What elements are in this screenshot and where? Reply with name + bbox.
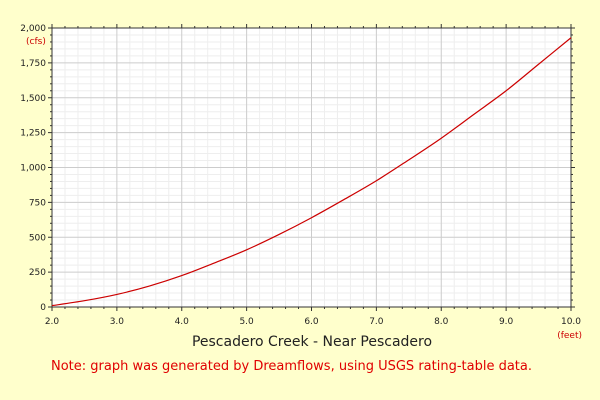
y-tick-label: 500 [29, 233, 46, 243]
y-tick-label: 1,750 [20, 59, 46, 69]
x-tick-label: 4.0 [175, 317, 190, 327]
y-tick-label: 750 [29, 198, 46, 208]
y-tick-label: 1,000 [20, 164, 46, 174]
major-grid [52, 28, 571, 307]
y-tick-label: 250 [29, 268, 46, 278]
y-tick-label: 1,250 [20, 129, 46, 139]
x-unit-label: (feet) [557, 331, 582, 341]
y-tick-label: 1,500 [20, 94, 46, 104]
x-tick-label: 5.0 [239, 317, 254, 327]
footnote: Note: graph was generated by Dreamflows,… [51, 359, 532, 374]
x-tick-label: 7.0 [369, 317, 384, 327]
y-tick-label: 2,000 [20, 24, 46, 34]
series-line [51, 37, 572, 307]
x-tick-label: 2.0 [45, 317, 60, 327]
chart-title: Pescadero Creek - Near Pescadero [192, 334, 432, 350]
axis-ticks [48, 24, 575, 311]
x-tick-label: 9.0 [499, 317, 514, 327]
x-tick-label: 8.0 [434, 317, 449, 327]
x-tick-label: 3.0 [110, 317, 125, 327]
y-tick-label: 0 [40, 303, 46, 313]
y-unit-label: (cfs) [26, 37, 46, 47]
x-tick-label: 10.0 [561, 317, 581, 327]
y-tick-labels: 0 250 500 750 1,000 1,250 1,500 1,750 2,000 [20, 24, 46, 313]
x-tick-label: 6.0 [304, 317, 319, 327]
x-tick-labels: 2.0 3.0 4.0 5.0 6.0 7.0 8.0 9.0 10.0 [45, 317, 581, 327]
